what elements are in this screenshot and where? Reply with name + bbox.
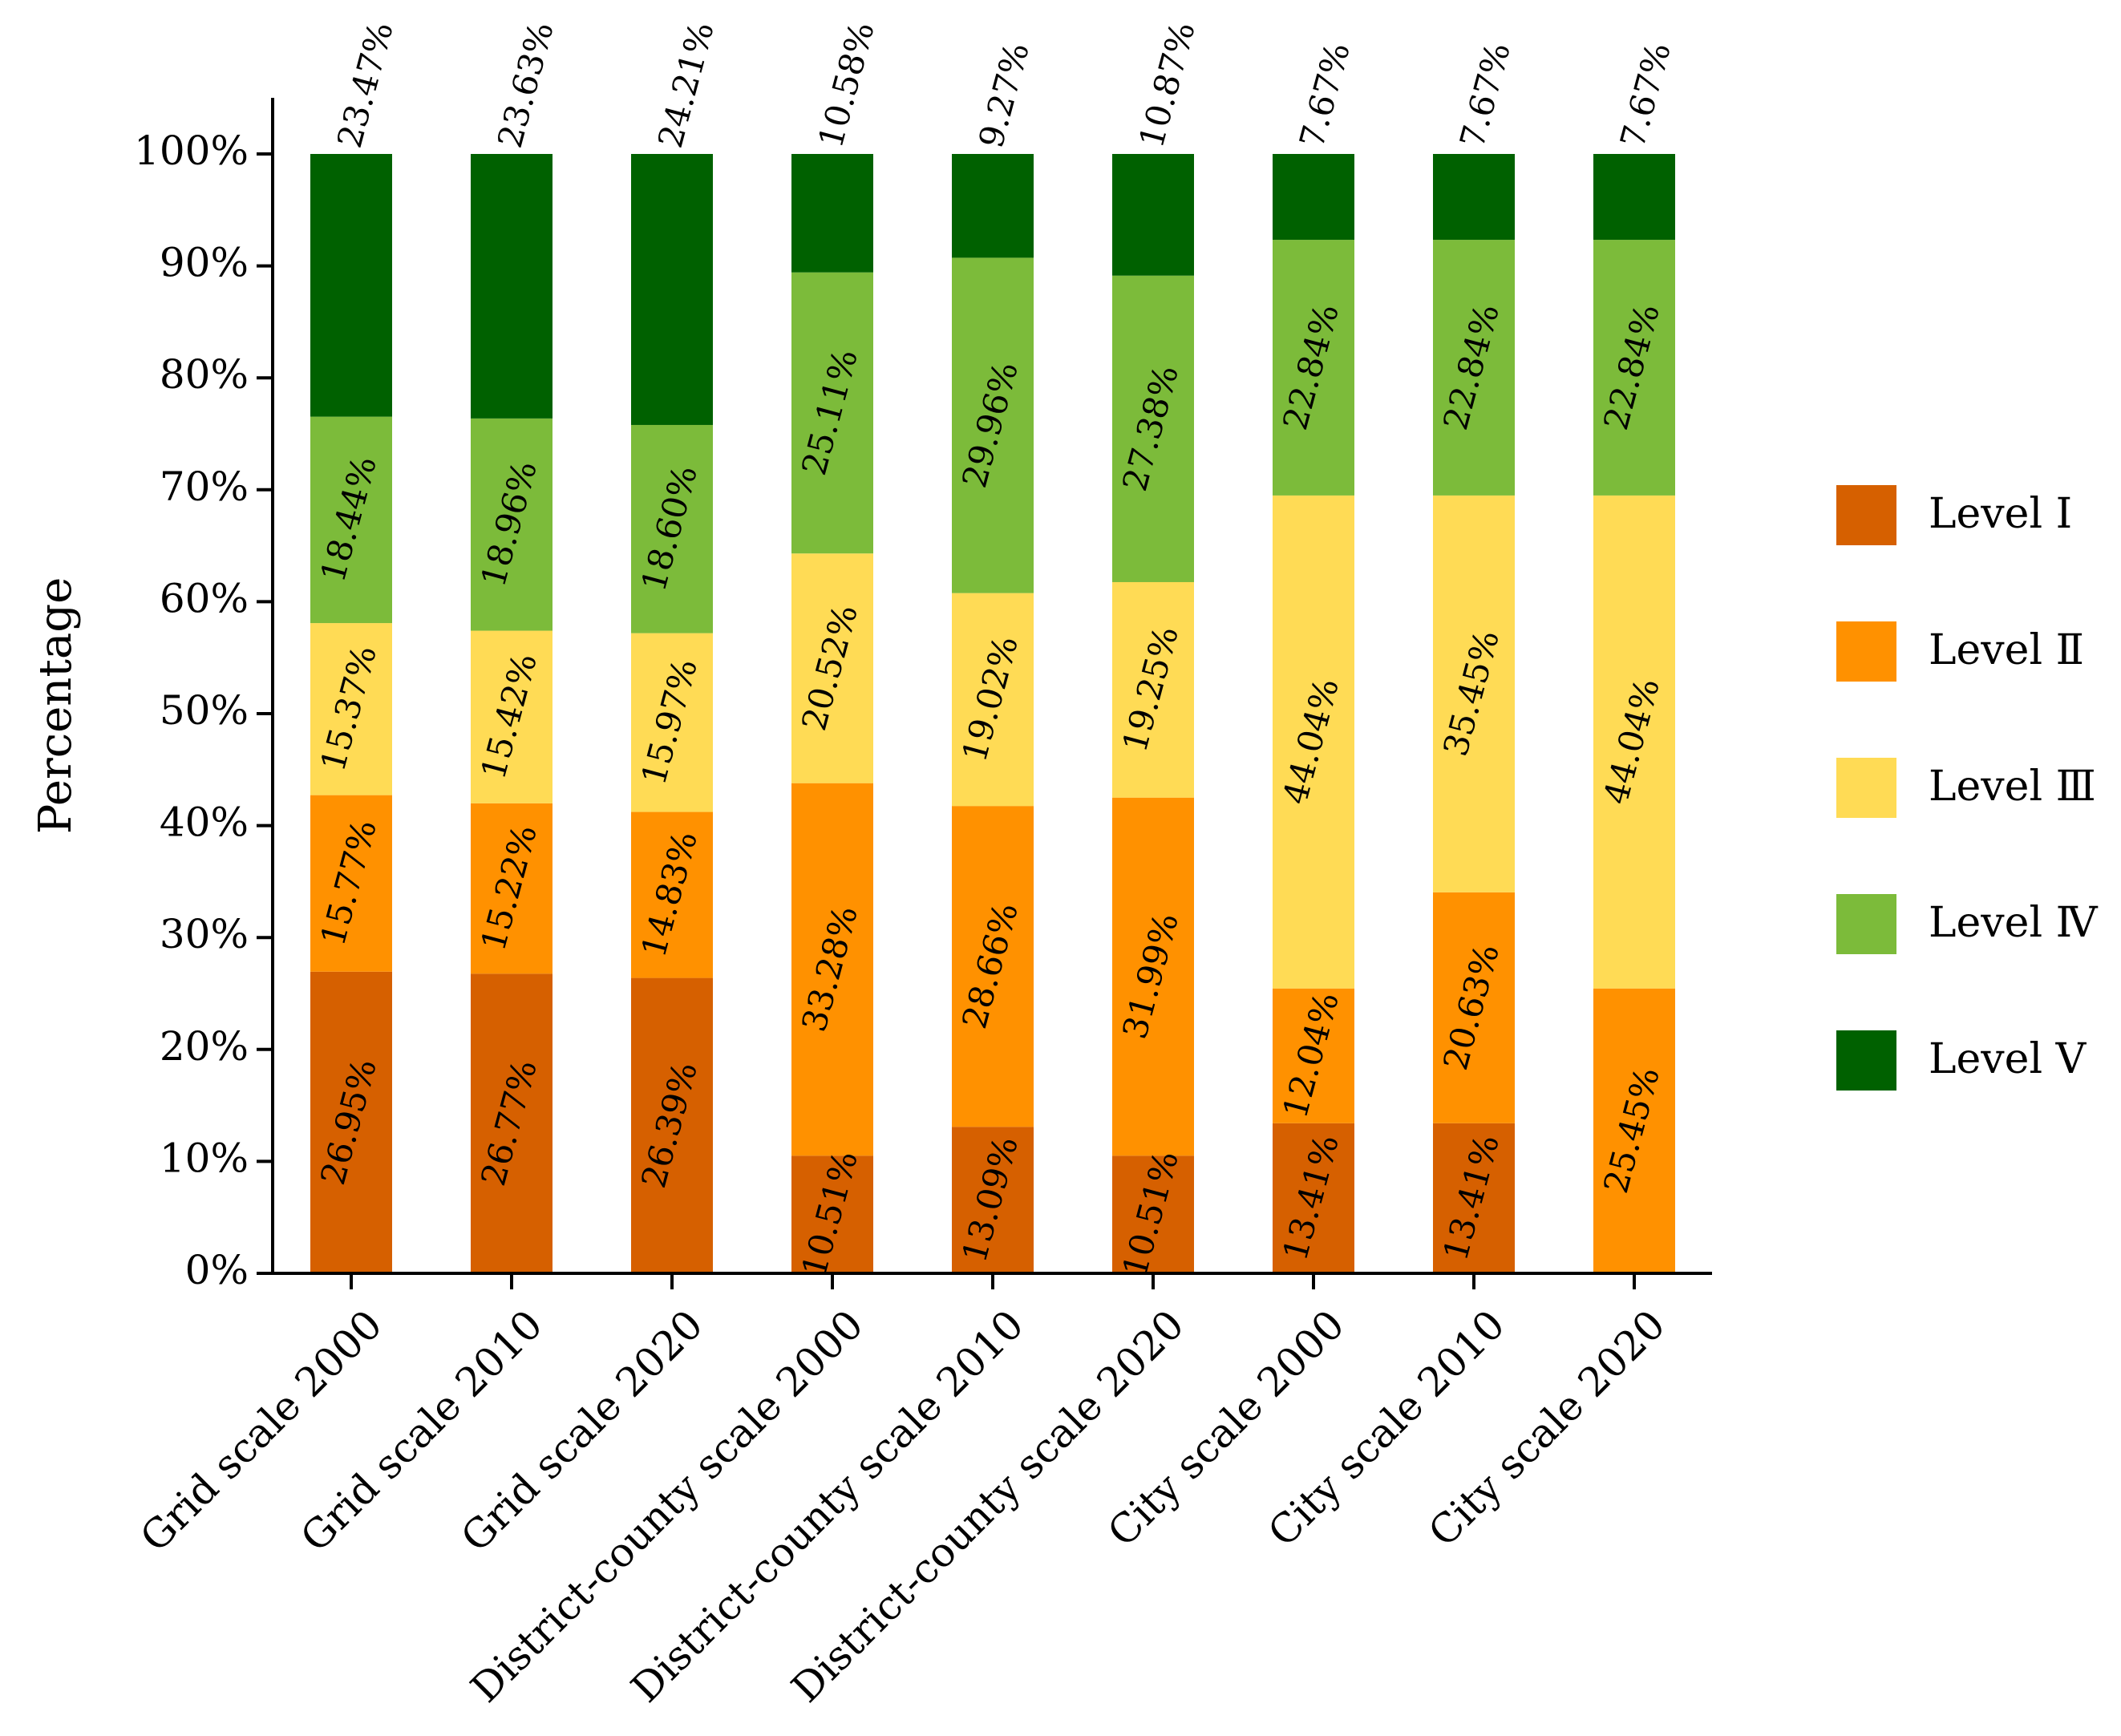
bar-segment-level-4-cat-8 <box>1433 240 1515 496</box>
y-tick-label: 40% <box>160 799 249 846</box>
bar-segment-level-4-cat-5 <box>952 257 1034 593</box>
bar-segment-level-2-cat-8 <box>1433 892 1515 1123</box>
y-tick-label: 100% <box>134 127 249 174</box>
bar-segment-level-1-cat-2 <box>471 973 553 1273</box>
bar-segment-level-2-cat-4 <box>791 783 873 1156</box>
legend-swatch <box>1836 621 1896 682</box>
bar-segment-level-3-cat-3 <box>631 633 713 812</box>
bar-segment-level-4-cat-4 <box>791 272 873 554</box>
y-tick-label: 80% <box>160 351 249 398</box>
legend-label: Level Ⅳ <box>1929 899 2099 947</box>
segment-label-level-5-cat-4: 10.58% <box>811 18 882 152</box>
segment-label-level-5-cat-2: 23.63% <box>490 18 561 152</box>
legend-item-level-2[interactable]: Level Ⅱ <box>1836 621 2084 682</box>
bar-segment-level-1-cat-6 <box>1112 1155 1194 1273</box>
bars-layer <box>310 154 1675 1273</box>
bar-segment-level-5-cat-8 <box>1433 154 1515 241</box>
bar-segment-level-3-cat-9 <box>1593 495 1675 989</box>
bar-segment-level-3-cat-2 <box>471 630 553 803</box>
segment-label-level-5-cat-6: 10.87% <box>1131 18 1203 152</box>
y-tick-label: 10% <box>160 1135 249 1181</box>
bar-segment-level-2-cat-3 <box>631 811 713 978</box>
bar-segment-level-4-cat-9 <box>1593 240 1675 496</box>
legend-item-level-4[interactable]: Level Ⅳ <box>1836 894 2099 954</box>
bar-segment-level-3-cat-5 <box>952 593 1034 807</box>
bar-segment-level-4-cat-1 <box>310 416 392 624</box>
legend-label: Level Ⅴ <box>1929 1035 2087 1083</box>
legend-label: Level Ⅲ <box>1929 763 2096 811</box>
bar-segment-level-1-cat-5 <box>952 1127 1034 1273</box>
y-axis-label: Percentage <box>30 577 82 835</box>
bar-segment-level-1-cat-4 <box>791 1155 873 1273</box>
legend-label: Level Ⅰ <box>1929 490 2072 538</box>
bar-segment-level-2-cat-9 <box>1593 988 1675 1273</box>
segment-label-level-5-cat-5: 9.27% <box>971 38 1037 152</box>
bar-segment-level-4-cat-3 <box>631 424 713 633</box>
bar-segment-level-1-cat-1 <box>310 971 392 1273</box>
bar-segment-level-1-cat-3 <box>631 977 713 1273</box>
bar-segment-level-4-cat-2 <box>471 418 553 631</box>
segment-label-level-5-cat-1: 23.47% <box>330 18 401 152</box>
bar-segment-level-1-cat-8 <box>1433 1123 1515 1273</box>
segment-label-level-5-cat-8: 7.67% <box>1452 38 1518 152</box>
legend-item-level-5[interactable]: Level Ⅴ <box>1836 1030 2087 1091</box>
y-tick-label: 20% <box>160 1023 249 1070</box>
bar-segment-level-5-cat-2 <box>471 154 553 419</box>
bar-segment-level-2-cat-2 <box>471 803 553 974</box>
segment-label-level-5-cat-3: 24.21% <box>650 18 722 152</box>
legend-item-level-3[interactable]: Level Ⅲ <box>1836 758 2096 818</box>
bar-segment-level-5-cat-7 <box>1273 154 1354 241</box>
segment-label-level-5-cat-7: 7.67% <box>1292 38 1358 152</box>
legend-swatch <box>1836 758 1896 818</box>
y-tick-label: 0% <box>185 1247 249 1293</box>
bar-segment-level-2-cat-5 <box>952 806 1034 1127</box>
bar-segment-level-2-cat-1 <box>310 795 392 972</box>
bar-segment-level-3-cat-1 <box>310 623 392 795</box>
bar-segment-level-3-cat-6 <box>1112 581 1194 798</box>
y-tick-label: 90% <box>160 240 249 286</box>
bar-segment-level-2-cat-6 <box>1112 797 1194 1156</box>
legend-swatch <box>1836 894 1896 954</box>
bar-segment-level-5-cat-1 <box>310 154 392 417</box>
bar-segment-level-5-cat-3 <box>631 154 713 425</box>
bar-segment-level-4-cat-6 <box>1112 275 1194 582</box>
y-tick-label: 50% <box>160 687 249 734</box>
y-tick-label: 60% <box>160 575 249 621</box>
bar-segment-level-3-cat-8 <box>1433 495 1515 892</box>
bar-segment-level-5-cat-9 <box>1593 154 1675 241</box>
bar-segment-level-5-cat-6 <box>1112 154 1194 276</box>
bar-segment-level-5-cat-5 <box>952 154 1034 258</box>
legend[interactable]: Level Ⅰ Level Ⅱ Level Ⅲ Level Ⅳ Level Ⅴ <box>1836 485 2099 1091</box>
y-tick-label: 70% <box>160 463 249 510</box>
bar-segment-level-3-cat-7 <box>1273 495 1354 989</box>
y-tick-label: 30% <box>160 911 249 957</box>
bar-segment-level-5-cat-4 <box>791 154 873 273</box>
segment-label-level-5-cat-9: 7.67% <box>1613 38 1678 152</box>
bar-segment-level-1-cat-7 <box>1273 1123 1354 1273</box>
legend-swatch <box>1836 1030 1896 1091</box>
bar-segment-level-3-cat-4 <box>791 553 873 783</box>
bar-segment-level-2-cat-7 <box>1273 988 1354 1123</box>
bar-segment-level-4-cat-7 <box>1273 240 1354 496</box>
legend-item-level-1[interactable]: Level Ⅰ <box>1836 485 2072 545</box>
legend-label: Level Ⅱ <box>1929 626 2084 674</box>
legend-swatch <box>1836 485 1896 545</box>
